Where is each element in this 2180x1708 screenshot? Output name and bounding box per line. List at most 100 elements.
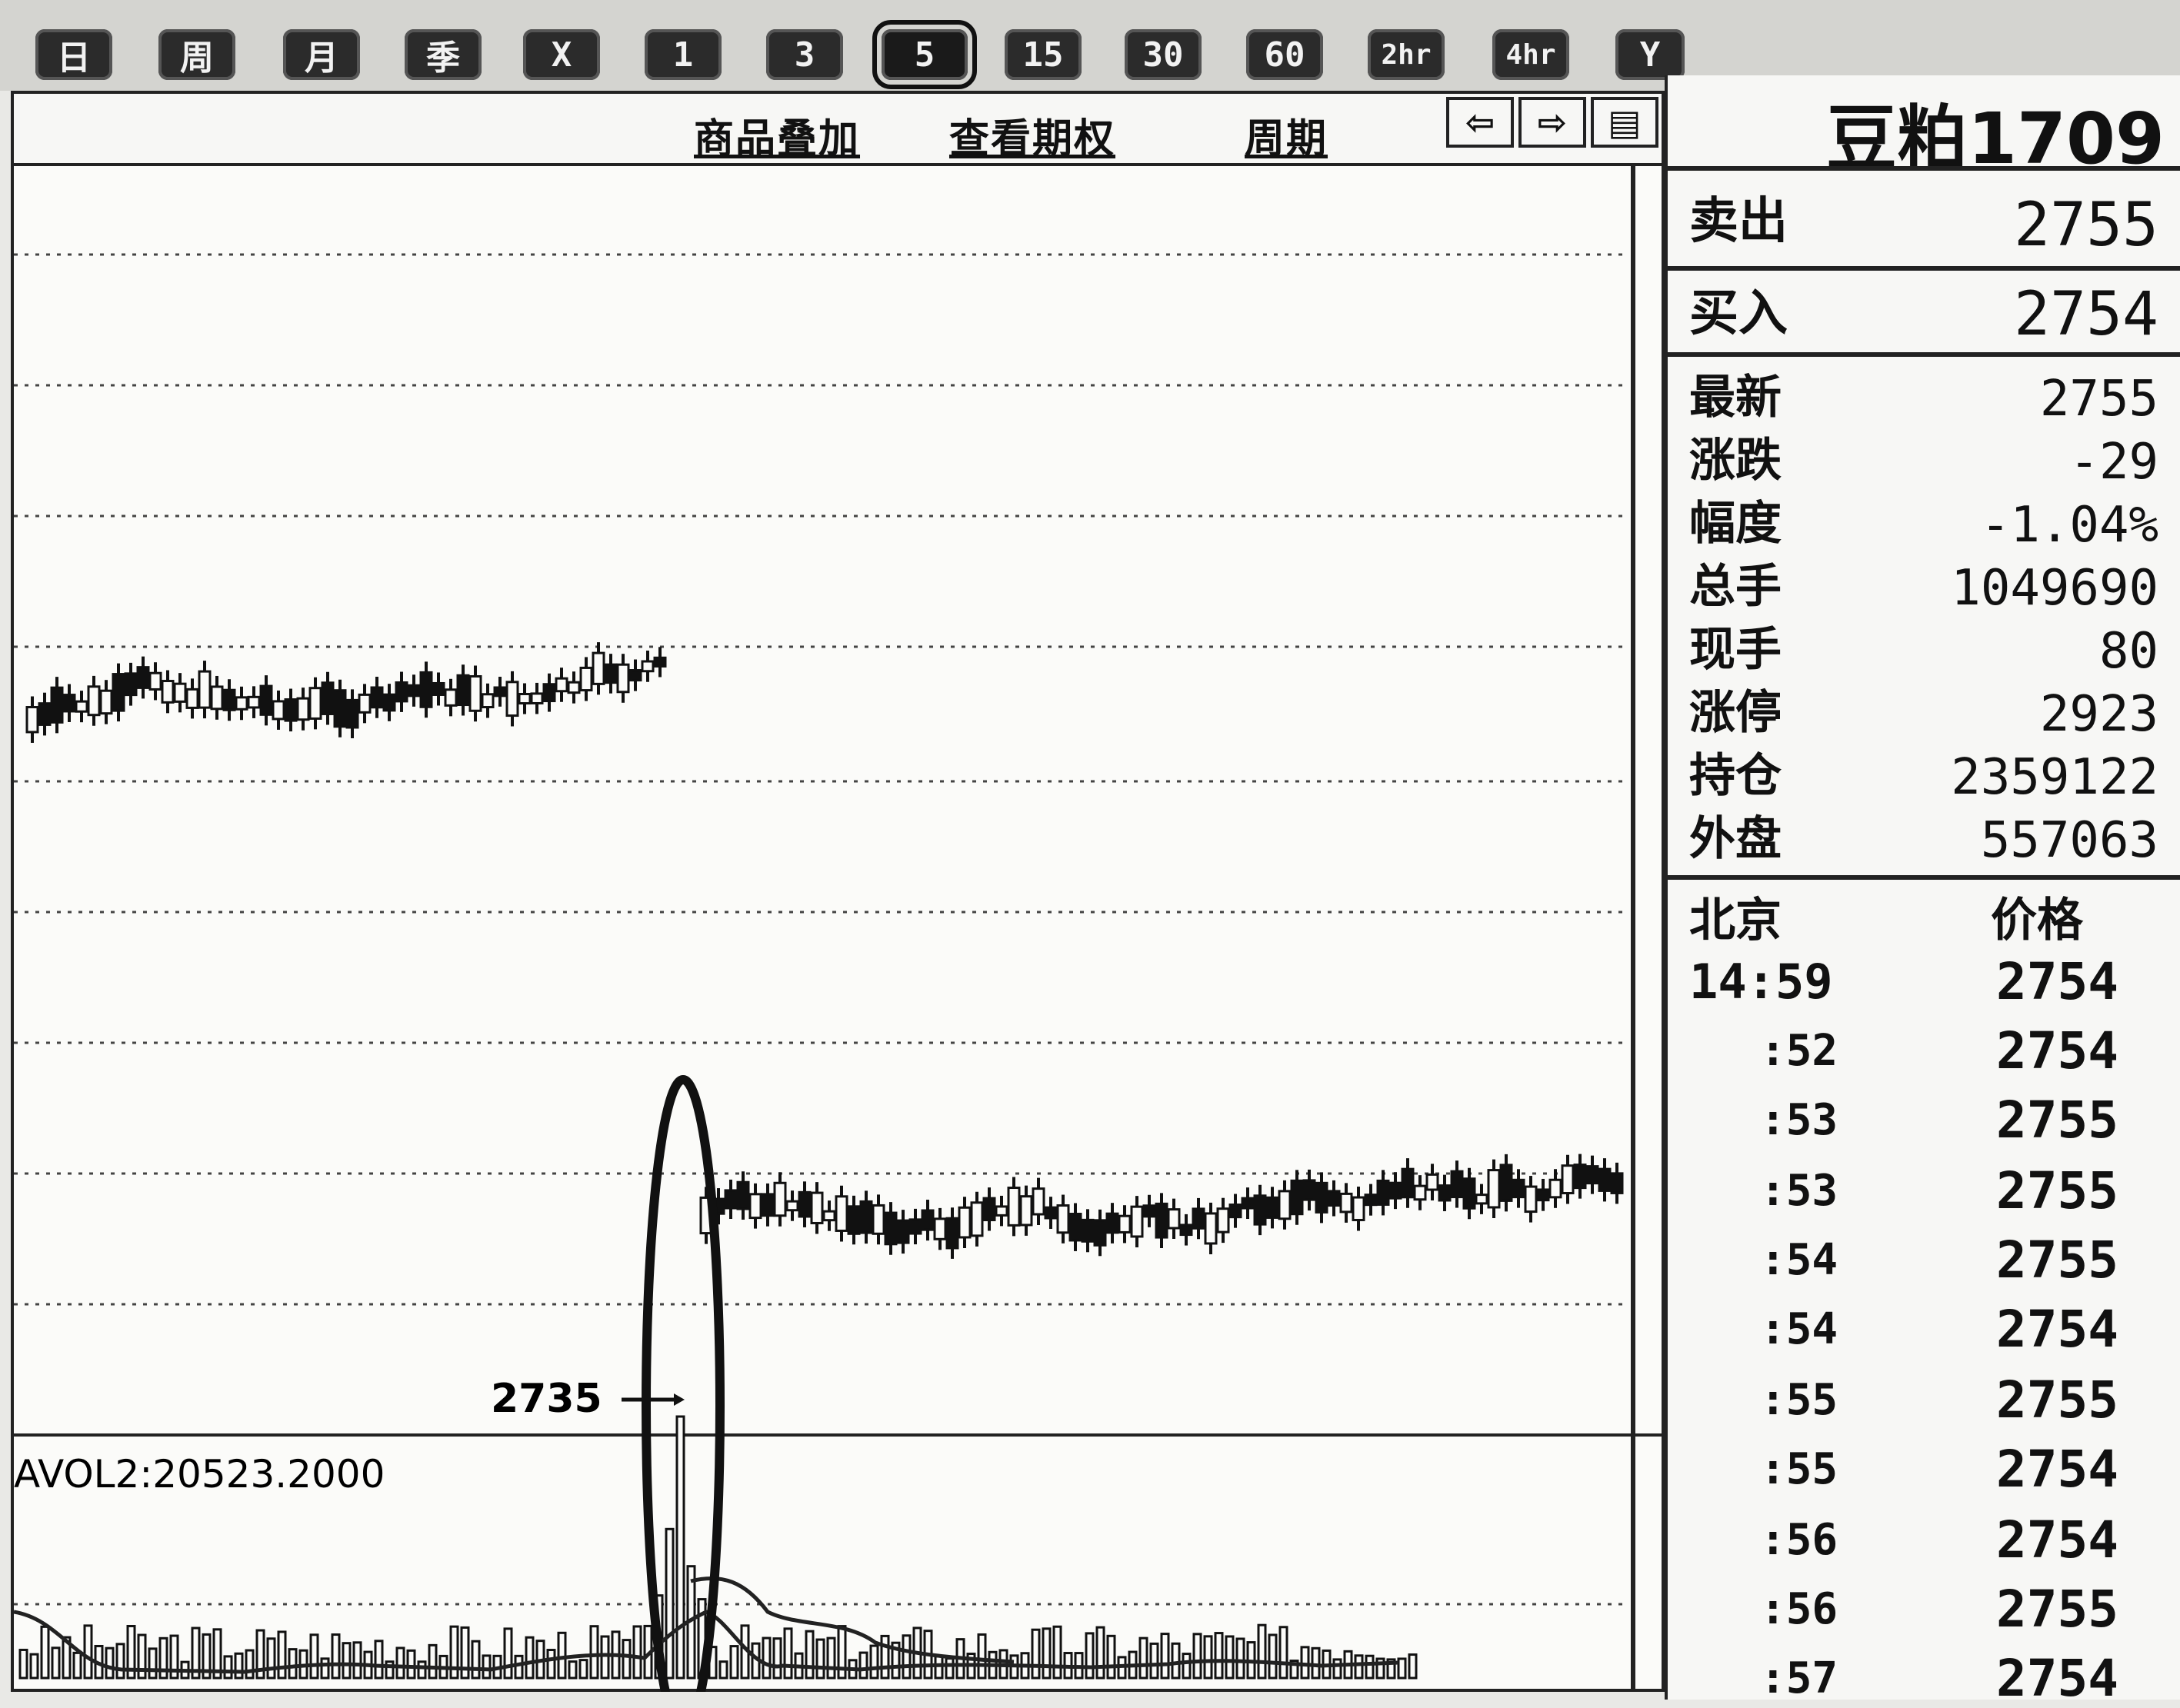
candle-body	[505, 681, 519, 717]
period-button-4hr[interactable]: 4hr	[1492, 29, 1569, 80]
candle-body	[345, 698, 359, 729]
candle-body	[1413, 1184, 1427, 1201]
stat-value-change: -29	[2069, 434, 2158, 491]
candle-body	[112, 673, 125, 712]
period-button-3[interactable]: 3	[766, 29, 843, 80]
volume-bar	[83, 1624, 93, 1680]
candle-body	[272, 700, 285, 721]
volume-bar	[385, 1660, 395, 1680]
overlay-commodity-link[interactable]: 商品叠加	[694, 116, 861, 162]
volume-bar	[1386, 1658, 1396, 1680]
volume-bar	[762, 1636, 772, 1680]
tick-time: 14:59	[1689, 954, 1833, 1010]
price-gridlines	[14, 253, 1629, 1606]
volume-bar	[320, 1657, 330, 1680]
period-button-1[interactable]: 1	[645, 29, 722, 80]
volume-average-line	[14, 1610, 1399, 1674]
candle-body	[1364, 1194, 1378, 1207]
volume-bar	[1182, 1653, 1192, 1680]
period-button-30[interactable]: 30	[1125, 29, 1202, 80]
tick-price: 2755	[1996, 1370, 2118, 1430]
candle-body	[395, 681, 408, 703]
candle-body	[1425, 1173, 1439, 1191]
period-link[interactable]: 周期	[1245, 116, 1328, 162]
tick-price: 2755	[1996, 1230, 2118, 1290]
candle-body	[1401, 1167, 1415, 1199]
tick-price: 2754	[1996, 1510, 2118, 1570]
buy-price: 2754	[2014, 280, 2158, 349]
period-button-5-selected[interactable]: 5	[872, 20, 977, 89]
view-options-link[interactable]: 查看期权	[949, 116, 1116, 162]
candle-body	[1032, 1187, 1045, 1216]
candle-body	[1548, 1178, 1562, 1199]
candle-body	[872, 1204, 885, 1235]
candle-body	[579, 666, 593, 692]
volume-bar	[815, 1638, 825, 1680]
candle-body	[1573, 1164, 1587, 1190]
candle-body	[724, 1189, 738, 1210]
candle-body	[970, 1201, 984, 1237]
volume-bar	[266, 1637, 276, 1680]
volume-bar	[1214, 1632, 1224, 1680]
tick-time: :57	[1760, 1653, 1838, 1703]
candle-body	[908, 1218, 922, 1235]
volume-bar	[557, 1631, 567, 1680]
volume-bar	[826, 1636, 836, 1680]
period-button-2hr[interactable]: 2hr	[1368, 29, 1445, 80]
candle-body	[810, 1191, 824, 1224]
candle-body	[444, 688, 458, 707]
tick-time: :54	[1760, 1235, 1838, 1285]
period-button-month[interactable]: 月	[283, 29, 360, 80]
highlight-ellipse	[642, 1075, 725, 1692]
candle-body	[822, 1210, 836, 1222]
period-button-quarter[interactable]: 季	[405, 29, 482, 80]
volume-bar	[460, 1626, 470, 1680]
tick-time: :56	[1760, 1515, 1838, 1565]
tick-price: 2754	[1996, 1300, 2118, 1359]
volume-bar	[503, 1627, 513, 1680]
volume-bar	[1289, 1660, 1299, 1680]
volume-bar	[18, 1648, 28, 1680]
candlestick-chart: 2735 AVOL2:20523.2000	[14, 166, 1662, 1692]
layout-toggle-icon[interactable]: ▤	[1591, 97, 1658, 148]
period-button-15[interactable]: 15	[1005, 29, 1082, 80]
period-button-60[interactable]: 60	[1246, 29, 1323, 80]
volume-bar	[105, 1646, 115, 1680]
candles-right-cluster	[699, 1154, 1624, 1259]
volume-bar	[191, 1626, 201, 1680]
candle-body	[1118, 1214, 1132, 1234]
right-arrow-icon[interactable]: ⇨	[1518, 97, 1586, 148]
volume-bar	[1257, 1623, 1267, 1680]
candle-body	[945, 1217, 959, 1250]
candle-body	[1155, 1202, 1168, 1239]
tick-time: :52	[1760, 1026, 1838, 1076]
candle-body	[653, 656, 667, 668]
candle-body	[1462, 1177, 1476, 1210]
candle-body	[185, 688, 199, 709]
candle-body	[1598, 1167, 1612, 1192]
candle-body	[921, 1209, 935, 1231]
volume-bar	[1031, 1628, 1041, 1680]
candle-body	[235, 696, 248, 711]
quote-panel: 豆粕1709 卖出 2755 买入 2754 最新 2755 涨跌 -29 幅度…	[1665, 75, 2180, 1708]
period-button-x[interactable]: X	[523, 29, 600, 80]
volume-bar	[783, 1627, 793, 1680]
volume-bar	[977, 1633, 987, 1680]
left-arrow-icon[interactable]: ⇦	[1446, 97, 1514, 148]
candle-body	[99, 689, 113, 715]
period-button-day[interactable]: 日	[35, 29, 112, 80]
volume-bar	[891, 1641, 901, 1680]
candle-body	[1192, 1207, 1205, 1230]
volume-bar	[212, 1628, 222, 1680]
volume-bar	[546, 1649, 556, 1680]
candle-body	[1376, 1179, 1390, 1206]
volume-bar	[158, 1636, 168, 1680]
candle-body	[1044, 1206, 1058, 1220]
volume-bar	[772, 1637, 782, 1680]
volume-bar	[406, 1649, 416, 1680]
volume-bar	[1225, 1635, 1235, 1680]
period-button-week[interactable]: 周	[158, 29, 235, 80]
period-button-y[interactable]: Y	[1615, 29, 1685, 80]
candle-body	[1352, 1196, 1365, 1221]
candle-body	[958, 1206, 972, 1239]
